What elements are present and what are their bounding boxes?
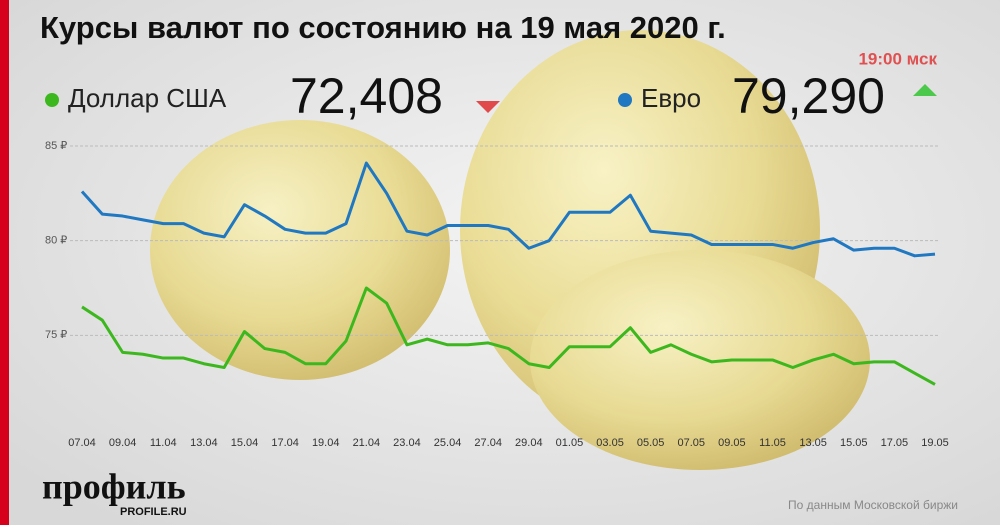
x-tick-label: 13.05: [799, 437, 827, 449]
x-tick-label: 09.04: [109, 437, 137, 449]
latest-value: 79,290: [732, 68, 885, 124]
trend-arrow: [476, 101, 500, 113]
x-tick-label: 03.05: [596, 437, 624, 449]
x-tick-label: 05.05: [637, 437, 665, 449]
legend-label: Евро: [641, 83, 701, 113]
x-tick-label: 17.04: [271, 437, 299, 449]
x-tick-label: 07.05: [678, 437, 706, 449]
x-tick-label: 27.04: [474, 437, 502, 449]
x-tick-label: 17.05: [881, 437, 909, 449]
coin-decoration: [150, 30, 870, 470]
series-line: [80, 161, 936, 258]
y-tick-label: 75 ₽: [45, 329, 67, 341]
x-tick-label: 15.05: [840, 437, 868, 449]
trend-arrow: [913, 84, 937, 96]
latest-value: 72,408: [290, 68, 443, 124]
brand-logo: профиль: [42, 466, 186, 506]
x-tick-label: 01.05: [556, 437, 584, 449]
legend-marker: [618, 93, 632, 107]
x-tick-label: 13.04: [190, 437, 218, 449]
y-tick-label: 85 ₽: [45, 140, 67, 152]
chart-subtitle: 19:00 мск: [858, 49, 937, 68]
x-tick-label: 19.04: [312, 437, 340, 449]
x-tick-label: 09.05: [718, 437, 746, 449]
legend-marker: [45, 93, 59, 107]
x-tick-label: 19.05: [921, 437, 949, 449]
source-note: По данным Московской биржи: [788, 498, 958, 512]
accent-bar: [0, 0, 9, 525]
x-tick-label: 15.04: [231, 437, 259, 449]
x-tick-label: 29.04: [515, 437, 543, 449]
y-tick-label: 80 ₽: [45, 235, 67, 247]
series-line: [81, 286, 936, 386]
x-tick-label: 11.04: [150, 437, 177, 449]
brand-site: PROFILE.RU: [120, 506, 187, 518]
x-tick-label: 21.04: [353, 437, 381, 449]
x-tick-label: 11.05: [759, 437, 786, 449]
legend-label: Доллар США: [68, 83, 227, 113]
x-tick-label: 25.04: [434, 437, 462, 449]
chart-title: Курсы валют по состоянию на 19 мая 2020 …: [40, 10, 726, 45]
x-tick-label: 23.04: [393, 437, 421, 449]
x-tick-label: 07.04: [68, 437, 96, 449]
